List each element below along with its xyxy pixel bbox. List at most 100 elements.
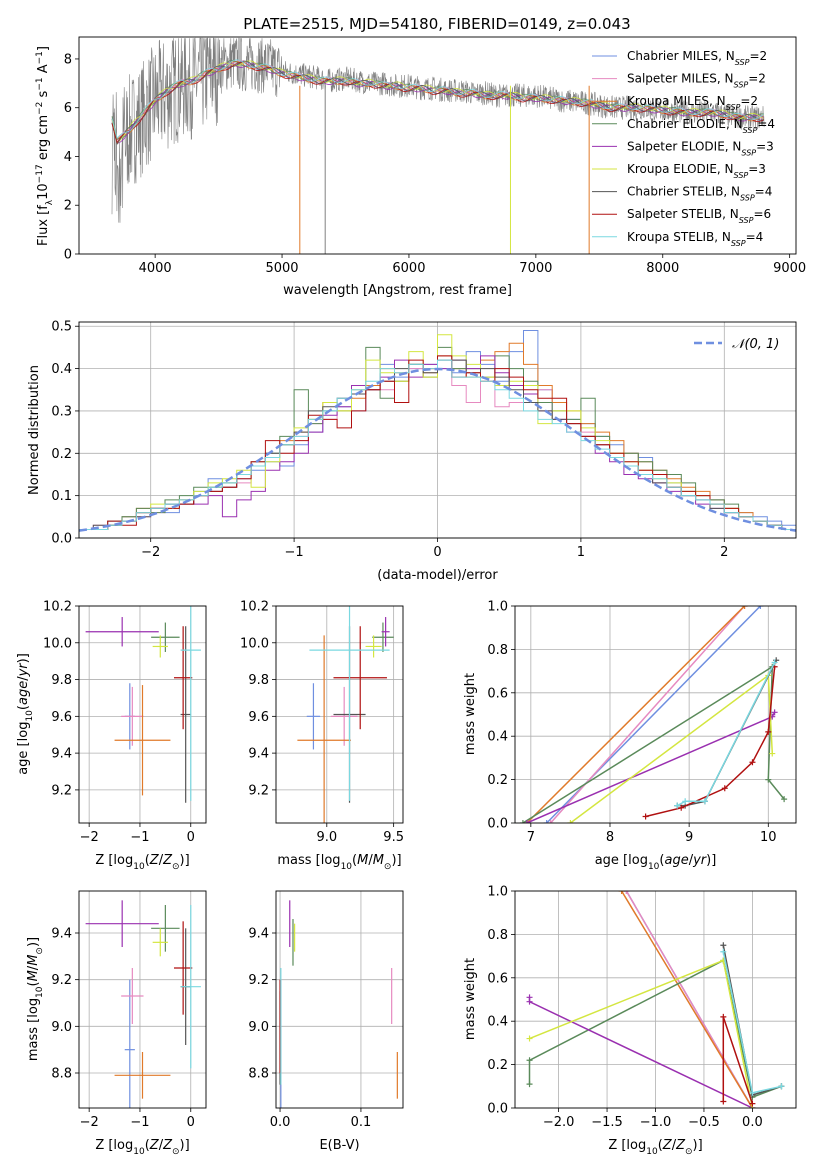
weight-marker (567, 820, 574, 823)
label-part: / (368, 853, 373, 868)
x-tick-label: 9000 (773, 261, 806, 276)
y-tick-label: 0.5 (51, 320, 72, 335)
label-part: M (26, 970, 41, 981)
x-tick-label: 8 (606, 830, 614, 845)
legend-label: Chabrier ELODIE, NSSP=4 (627, 117, 775, 135)
y-tick-label: 9.8 (51, 673, 72, 688)
y-tick-label: 0.1 (51, 489, 72, 504)
label-part: M (373, 853, 384, 868)
y-tick-label: 0.4 (487, 1015, 508, 1030)
x-tick-label: −2 (141, 545, 160, 560)
legend-label: Chabrier STELIB, NSSP=4 (627, 185, 772, 203)
x-axis-label: E(B-V) (319, 1138, 359, 1153)
label-part: −2 (35, 102, 45, 115)
axes-frame (275, 890, 404, 1109)
label-part: −17 (35, 164, 45, 183)
weight-marker (526, 998, 533, 1005)
x-tick-label: 1 (577, 545, 585, 560)
y-tick-label: 4 (64, 150, 72, 165)
legend-label-tail: =2 (749, 49, 767, 63)
weight-marker (757, 606, 764, 609)
x-tick-label: −1 (130, 1115, 149, 1130)
label-part: / (689, 853, 694, 868)
plot-area (526, 891, 785, 1108)
mass-vs-ebv-plot: 0.0 0.1 8.8 9.0 9.2 9.4 E(B-V) (248, 890, 404, 1153)
label-part: / (159, 853, 164, 868)
legend-label-main: Kroupa MILES, N (627, 94, 726, 108)
weight-line (522, 665, 785, 823)
label-part: Z [log (95, 853, 133, 868)
legend-label-tail: =2 (740, 94, 758, 108)
y-tick-label: 9.4 (51, 927, 72, 942)
weight-marker (618, 891, 625, 894)
legend-label: Salpeter ELODIE, NSSP=3 (627, 139, 774, 157)
label-part: / (159, 1138, 164, 1153)
axes-frame (275, 605, 404, 824)
label-part: −1 (35, 77, 45, 90)
legend-label-sub: SSP (735, 58, 750, 67)
label-part: 10 (36, 183, 51, 200)
weight-marker (749, 1089, 756, 1096)
weight-marker (523, 820, 530, 823)
weight-marker (526, 1057, 533, 1064)
label-part: 10 (133, 862, 145, 872)
label-part: 10 (646, 1147, 658, 1157)
x-tick-label: −2.0 (543, 1115, 575, 1130)
x-tick-label: 9 (685, 830, 693, 845)
y-tick-label: 1.0 (487, 885, 508, 900)
plot-area (79, 330, 796, 538)
mass-weight-vs-metallicity-plot: −2.0 −1.5 −1.0 −0.5 0.0 0.0 0.2 0.4 0.6 0.8 1.0 Z [… (463, 885, 797, 1157)
x-tick-label: −1.5 (591, 1115, 623, 1130)
label-part: )] (693, 1138, 703, 1153)
label-part: / (26, 965, 41, 970)
legend-label-sub: SSP (740, 193, 755, 202)
y-tick-label: 10.2 (43, 600, 72, 615)
y-axis-label: Flux [fλ10−17 erg cm−2 s−1 A−1] (35, 46, 55, 246)
label-part: 10 (35, 986, 45, 998)
x-tick-label: −2 (80, 1115, 99, 1130)
weight-marker (642, 813, 649, 820)
label-part: ⊙ (172, 862, 180, 872)
weight-marker (519, 820, 526, 823)
legend-label-sub: SSP (741, 148, 756, 157)
y-tick-label: 0.0 (487, 1102, 508, 1117)
label-part: )] (706, 853, 716, 868)
label-part: mass [log (26, 998, 41, 1061)
legend-label-tail: =3 (756, 139, 774, 153)
label-part: age [log (16, 722, 31, 775)
x-tick-label: 7000 (519, 261, 552, 276)
y-tick-label: 9.4 (248, 747, 269, 762)
legend-label-main: Chabrier ELODIE, N (627, 117, 743, 131)
axes-frame (514, 890, 797, 1109)
weight-marker (778, 1083, 785, 1090)
weight-line (676, 662, 776, 807)
age-vs-metallicity-plot: −2 −1 09.29.49.69.810.010.2Z [log10(Z/Z⊙)]… (16, 600, 207, 872)
weight-line (526, 711, 776, 823)
label-part: Z (675, 1138, 686, 1153)
weight-marker (721, 785, 728, 792)
mass-vs-metallicity-plot: −2 −1 08.89.09.29.4Z [log10(Z/Z⊙)]mass [lo… (26, 890, 207, 1157)
y-tick-label: 0.4 (487, 730, 508, 745)
x-tick-label: −1.0 (640, 1115, 672, 1130)
legend-label-main: Kroupa STELIB, N (627, 230, 731, 244)
weight-marker (720, 1013, 727, 1020)
x-axis-label: wavelength [Angstrom, rest frame] (283, 283, 512, 298)
y-axis-label: mass weight (463, 958, 478, 1040)
y-tick-label: 10.0 (240, 636, 269, 651)
y-tick-label: 2 (64, 199, 72, 214)
y-tick-label: 0.3 (51, 404, 72, 419)
x-tick-label: 0.0 (742, 1115, 763, 1130)
x-tick-label: 4000 (139, 261, 172, 276)
legend-label: Kroupa STELIB, NSSP=4 (627, 230, 763, 248)
weight-marker (720, 948, 727, 955)
label-part: yr (692, 853, 708, 868)
x-axis-label: Z [log10(Z/Z⊙)] (95, 1138, 189, 1157)
label-part: ( (659, 853, 664, 868)
label-part: )] (180, 1138, 190, 1153)
label-part: Flux [f (36, 205, 51, 246)
y-tick-label: 0.2 (487, 773, 508, 788)
x-axis-label: (data-model)/error (377, 568, 498, 583)
y-tick-label: 0.6 (487, 971, 508, 986)
label-part: Z [log (95, 1138, 133, 1153)
